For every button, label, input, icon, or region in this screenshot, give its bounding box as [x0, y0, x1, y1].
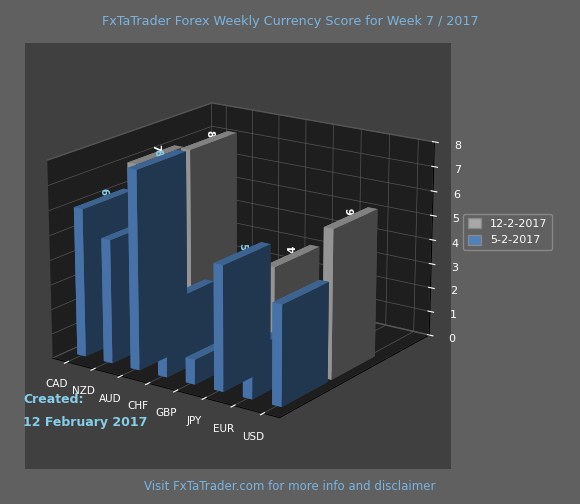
Text: Created:: Created:	[23, 393, 84, 406]
Text: 12 February 2017: 12 February 2017	[23, 416, 147, 429]
Text: FxTaTrader Forex Weekly Currency Score for Week 7 / 2017: FxTaTrader Forex Weekly Currency Score f…	[102, 15, 478, 28]
Text: Visit FxTaTrader.com for more info and disclaimer: Visit FxTaTrader.com for more info and d…	[144, 480, 436, 493]
Legend: 12-2-2017, 5-2-2017: 12-2-2017, 5-2-2017	[463, 214, 552, 250]
